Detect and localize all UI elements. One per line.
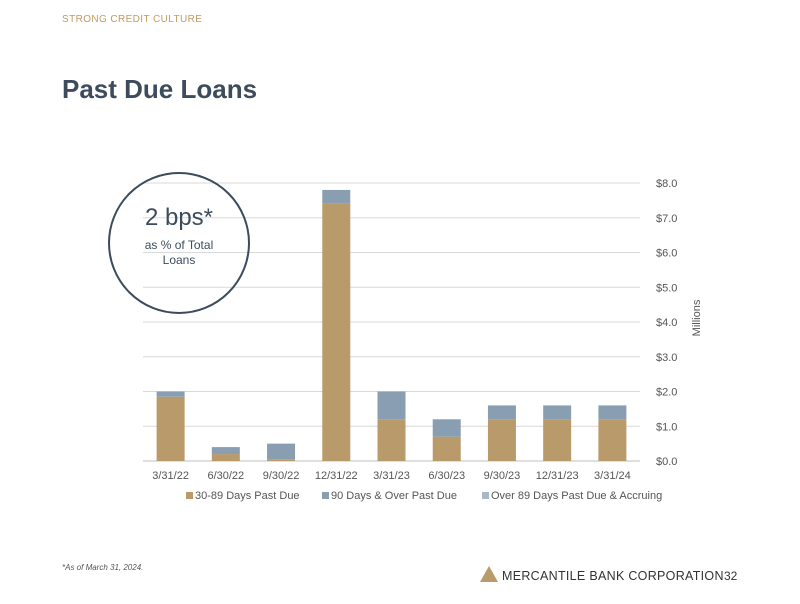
bar-segment	[377, 419, 406, 461]
bar-segment	[267, 459, 296, 461]
bar-segment	[432, 436, 461, 461]
bar-segment	[156, 391, 185, 397]
x-tick-label: 3/31/22	[152, 470, 189, 482]
y-tick-label: $4.0	[656, 317, 677, 329]
basis-points-callout: 2 bps* as % of Total Loans	[108, 172, 250, 314]
bar-segment	[543, 419, 572, 461]
y-tick-label: $6.0	[656, 248, 677, 260]
bar-segment	[267, 443, 296, 460]
bar-segment	[322, 189, 351, 204]
x-tick-label: 3/31/23	[373, 470, 410, 482]
y-tick-label: $2.0	[656, 387, 677, 399]
page-number: 32	[724, 569, 738, 583]
bar-segment	[487, 405, 516, 420]
bar-segment	[211, 454, 240, 461]
x-tick-label: 12/31/23	[536, 470, 579, 482]
bar-segment	[543, 405, 572, 420]
basis-points-value: 2 bps*	[144, 204, 214, 231]
y-tick-label: $5.0	[656, 282, 677, 294]
page-title: Past Due Loans	[62, 74, 258, 104]
basis-points-caption: as % of Total Loans	[144, 238, 214, 267]
x-tick-label: 6/30/23	[428, 470, 465, 482]
y-tick-label: $3.0	[656, 352, 677, 364]
y-tick-label: $7.0	[656, 213, 677, 225]
x-tick-label: 12/31/22	[315, 470, 358, 482]
x-tick-label: 9/30/23	[484, 470, 521, 482]
x-tick-label: 6/30/22	[207, 470, 244, 482]
bar-segment	[156, 396, 185, 461]
company-name: MERCANTILE BANK CORPORATION	[502, 569, 724, 583]
x-tick-label: 9/30/22	[263, 470, 300, 482]
legend-label: 90 Days & Over Past Due	[331, 490, 457, 502]
legend-swatch	[322, 492, 329, 499]
triangle-logo-icon	[480, 566, 498, 582]
bar-segment	[432, 419, 461, 437]
section-eyebrow: STRONG CREDIT CULTURE	[62, 14, 203, 25]
y-tick-label: $1.0	[656, 421, 677, 433]
legend-swatch	[482, 492, 489, 499]
bar-segment	[598, 405, 627, 420]
x-tick-label: 3/31/24	[594, 470, 631, 482]
past-due-loans-chart: 3/31/22 6/30/22 9/30/22 12/31/22 3/31/23 6/30…	[143, 178, 703, 502]
y-axis-label: Millions	[691, 299, 703, 336]
footnote: *As of March 31, 2024.	[62, 563, 144, 572]
legend-label: 30-89 Days Past Due	[195, 490, 300, 502]
y-tick-label: $0.0	[656, 456, 677, 468]
bar-segment	[487, 419, 516, 461]
bar-segment	[377, 391, 406, 420]
bar-segment	[211, 447, 240, 455]
y-tick-label: $8.0	[656, 178, 677, 190]
legend-label: Over 89 Days Past Due & Accruing	[491, 490, 662, 502]
legend-swatch	[186, 492, 193, 499]
bar-segment	[322, 203, 351, 461]
bar-segment	[598, 419, 627, 461]
